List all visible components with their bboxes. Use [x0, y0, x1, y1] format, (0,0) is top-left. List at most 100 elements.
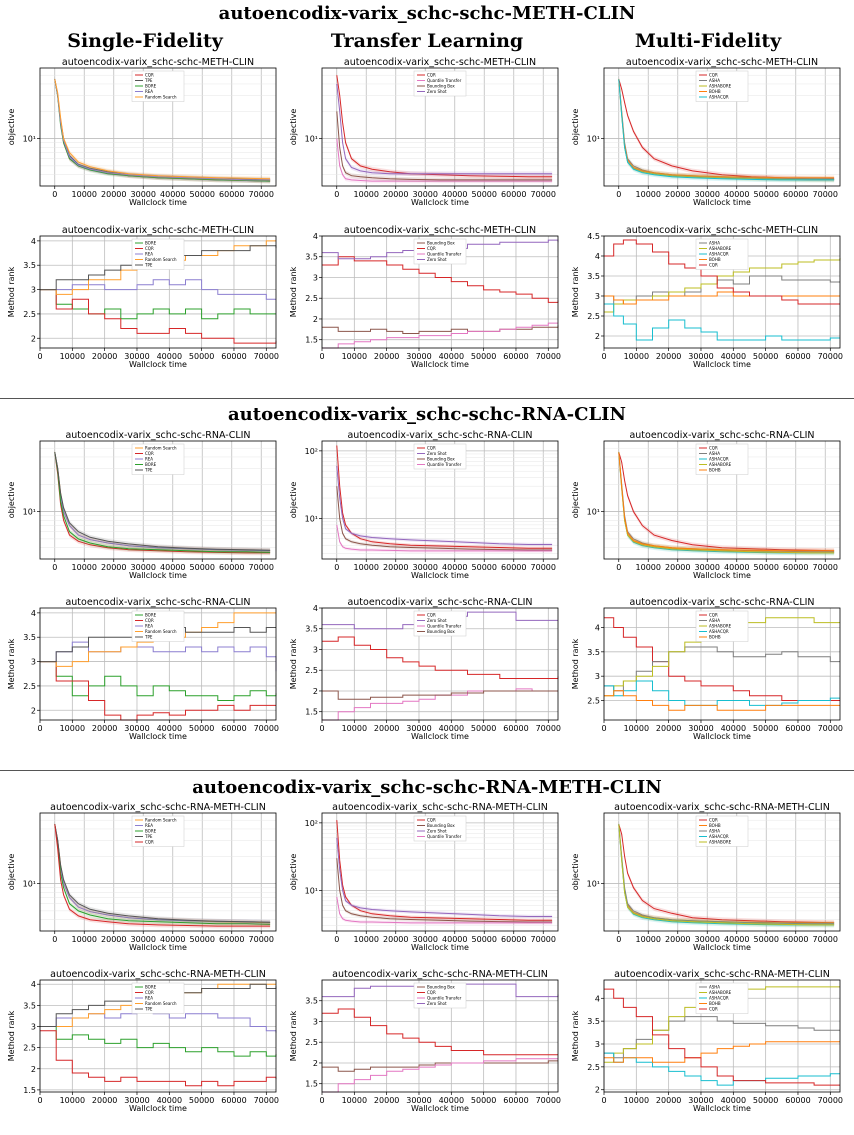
legend-label: TPE: [144, 78, 153, 83]
plot-frame: [321, 440, 559, 560]
x-tick-label: 70000: [249, 563, 274, 572]
y-tick-label: 2: [313, 1059, 318, 1068]
x-tick-label: 60000: [219, 190, 244, 199]
x-tick-label: 10000: [342, 352, 367, 361]
series-line: [336, 111, 553, 181]
y-tick-label: 4: [313, 232, 318, 241]
x-tick-label: 70000: [531, 563, 556, 572]
y-tick-label: 1.5: [305, 708, 318, 717]
x-axis-label: Wallclock time: [411, 571, 469, 580]
x-tick-label: 0: [601, 352, 606, 361]
plot-frame: [603, 607, 841, 721]
x-tick-label: 40000: [439, 1096, 464, 1105]
x-tick-label: 20000: [92, 1096, 117, 1105]
x-tick-label: 10000: [624, 352, 649, 361]
plot-frame: [603, 440, 841, 560]
chart-18: 0 10000 20000 30000 40000 50000 60000 70000 2 2.5…: [571, 969, 843, 1113]
x-axis-label: Wallclock time: [693, 943, 751, 952]
y-tick-label: 1.5: [305, 336, 318, 345]
legend-label: BOHB: [709, 635, 721, 640]
series-line: [604, 617, 840, 701]
y-tick-label: 2: [595, 332, 600, 341]
x-tick-label: 20000: [665, 190, 690, 199]
y-tick-label: 3.5: [305, 997, 318, 1006]
x-tick-label: 20000: [92, 724, 117, 733]
legend-label: ASHA: [709, 985, 720, 990]
series-line: [618, 79, 835, 181]
x-tick-label: 30000: [688, 352, 713, 361]
x-tick-label: 50000: [472, 190, 497, 199]
x-tick-label: 70000: [536, 1096, 561, 1105]
x-tick-label: 10000: [636, 190, 661, 199]
legend-label: Zero Shot: [427, 618, 447, 623]
series-line: [336, 83, 553, 175]
x-tick-label: 30000: [413, 563, 438, 572]
x-tick-label: 40000: [157, 1096, 182, 1105]
legend-label: CQR: [709, 613, 718, 618]
y-tick-label: 3: [595, 1040, 600, 1049]
legend-label: BORE: [145, 613, 157, 618]
legend-label: Random Search: [145, 1001, 177, 1006]
x-tick-label: 60000: [501, 563, 526, 572]
x-tick-label: 60000: [785, 1096, 810, 1105]
y-tick-label: 10¹: [587, 508, 600, 517]
legend-label: CQR: [427, 613, 436, 618]
section-title-2: autoencodix-varix_schc-schc-RNA-CLIN: [228, 404, 626, 425]
x-tick-label: 70000: [813, 563, 838, 572]
legend-label: TPE: [144, 468, 153, 473]
y-tick-label: 10²: [305, 447, 318, 456]
x-tick-label: 40000: [721, 724, 746, 733]
chart-13: 0 10000 20000 30000 40000 50000 60000 70000 10¹ a…: [7, 802, 277, 952]
x-tick-label: 20000: [92, 352, 117, 361]
x-tick-label: 50000: [472, 935, 497, 944]
chart-title: autoencodix-varix_schc-schc-RNA-METH-CLI…: [614, 969, 830, 980]
legend-label: CQR: [145, 840, 154, 845]
x-tick-label: 20000: [374, 1096, 399, 1105]
chart-title: autoencodix-varix_schc-schc-METH-CLIN: [626, 225, 818, 236]
x-tick-label: 20000: [665, 935, 690, 944]
x-tick-label: 10000: [354, 563, 379, 572]
x-tick-label: 20000: [383, 935, 408, 944]
x-axis-label: Wallclock time: [129, 571, 187, 580]
series-line: [336, 445, 553, 549]
x-tick-label: 20000: [656, 352, 681, 361]
legend-label: CQR: [709, 1007, 718, 1012]
series-band: [336, 464, 553, 547]
x-tick-label: 0: [319, 1096, 324, 1105]
y-axis-label: Method rank: [571, 266, 580, 317]
x-tick-label: 20000: [101, 190, 126, 199]
legend-label: Random Search: [145, 257, 177, 262]
chart-8: 0 10000 20000 30000 40000 50000 60000 70000 10¹ 1…: [289, 430, 559, 580]
series-line: [618, 824, 835, 925]
chart-title: autoencodix-varix_schc-schc-RNA-METH-CLI…: [332, 802, 548, 813]
legend-label: BORE: [145, 462, 157, 467]
series-line: [40, 1026, 277, 1057]
legend-label: ASHABORE: [709, 840, 732, 845]
series-line: [40, 661, 277, 701]
plot-frame: [39, 979, 277, 1093]
x-tick-label: 60000: [221, 724, 246, 733]
x-tick-label: 0: [616, 563, 621, 572]
x-axis-label: Wallclock time: [693, 732, 751, 741]
legend-label: CQR: [709, 446, 718, 451]
x-tick-label: 10000: [60, 352, 85, 361]
chart-title: autoencodix-varix_schc-schc-RNA-CLIN: [347, 597, 532, 608]
chart-title: autoencodix-varix_schc-schc-METH-CLIN: [626, 57, 818, 68]
y-tick-label: 2.5: [305, 1038, 318, 1047]
y-tick-label: 10¹: [587, 135, 600, 144]
x-tick-label: 60000: [221, 352, 246, 361]
x-tick-label: 20000: [383, 190, 408, 199]
legend-label: ASHACQR: [709, 252, 729, 257]
plot-frame: [321, 67, 559, 187]
y-tick-label: 10¹: [305, 135, 318, 144]
x-tick-label: 20000: [665, 563, 690, 572]
x-tick-label: 60000: [503, 352, 528, 361]
x-axis-label: Wallclock time: [411, 943, 469, 952]
x-tick-label: 50000: [753, 1096, 778, 1105]
series-band: [336, 836, 553, 919]
x-axis-label: Wallclock time: [129, 360, 187, 369]
